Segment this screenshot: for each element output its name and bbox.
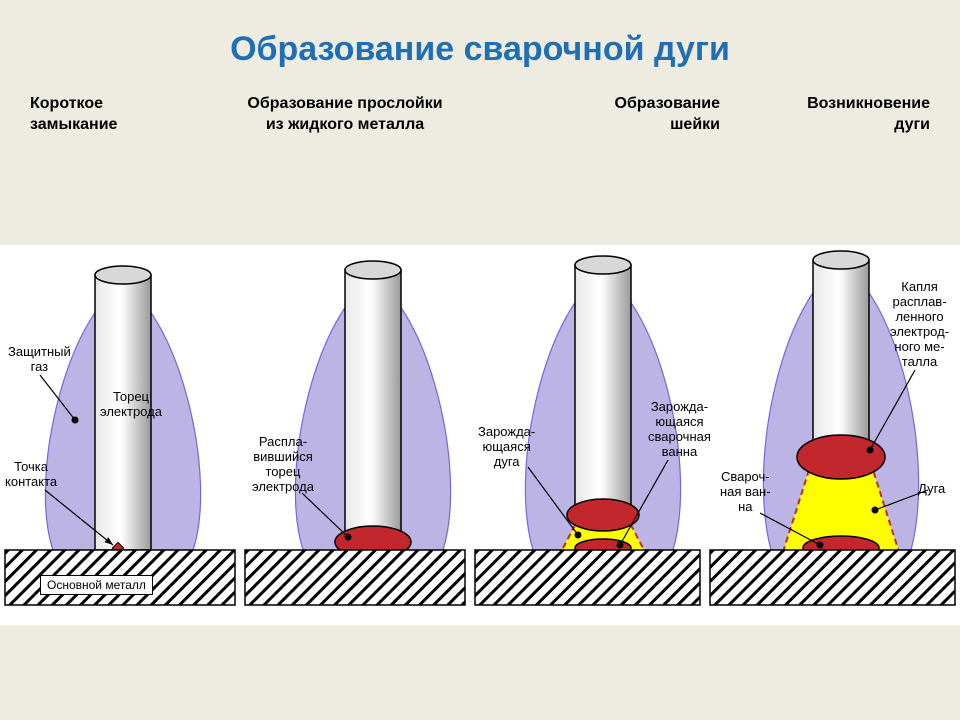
leader-dot bbox=[72, 417, 79, 424]
annotation-label: Точка контакта bbox=[5, 460, 57, 490]
annotation-label: Дуга bbox=[918, 482, 945, 497]
molten-drop bbox=[567, 499, 639, 531]
molten-drop bbox=[797, 435, 885, 479]
electrode-top-cap bbox=[575, 256, 631, 274]
diagram-strip: Защитный газ Торец электрода Точка контакт… bbox=[0, 245, 960, 625]
annotation-label: Зарожда- ющаяся сварочная ванна bbox=[648, 400, 711, 460]
leader-dot bbox=[345, 534, 352, 541]
electrode-body bbox=[813, 260, 869, 445]
electrode-top-cap bbox=[813, 251, 869, 269]
base-metal bbox=[245, 550, 465, 605]
page-title: Образование сварочной дуги bbox=[0, 0, 960, 94]
annotation-label: Защитный газ bbox=[8, 345, 71, 375]
leader-dot bbox=[872, 507, 879, 514]
annotation-label: Свароч- ная ван- на bbox=[720, 470, 771, 515]
stage-label-1: Короткоезамыкание bbox=[30, 94, 200, 136]
electrode-body bbox=[345, 270, 401, 535]
panel bbox=[5, 266, 235, 605]
electrode-top-cap bbox=[95, 266, 151, 284]
annotation-label: Распла- вившийся торец электрода bbox=[252, 435, 314, 495]
electrode-top-cap bbox=[345, 261, 401, 279]
annotation-label: Торец электрода bbox=[100, 390, 162, 420]
base-metal bbox=[710, 550, 955, 605]
annotation-label: Капля расплав- ленного электрод- ного ме… bbox=[890, 280, 949, 370]
leader-dot bbox=[575, 532, 582, 539]
stage-label-4: Возникновениедуги bbox=[720, 94, 930, 136]
base-metal-label: Основной металл bbox=[40, 575, 153, 595]
base-metal bbox=[475, 550, 700, 605]
panel bbox=[245, 261, 465, 605]
stage-label-2: Образование прослойкииз жидкого металла bbox=[200, 94, 490, 136]
leader-dot bbox=[617, 542, 624, 549]
leader-dot bbox=[817, 542, 824, 549]
stage-labels-row: Короткоезамыкание Образование прослойкии… bbox=[0, 94, 960, 136]
electrode-body bbox=[575, 265, 631, 507]
annotation-label: Зарожда- ющаяся дуга bbox=[478, 425, 535, 470]
stage-label-3: Образованиешейки bbox=[490, 94, 720, 136]
leader-dot bbox=[867, 447, 874, 454]
